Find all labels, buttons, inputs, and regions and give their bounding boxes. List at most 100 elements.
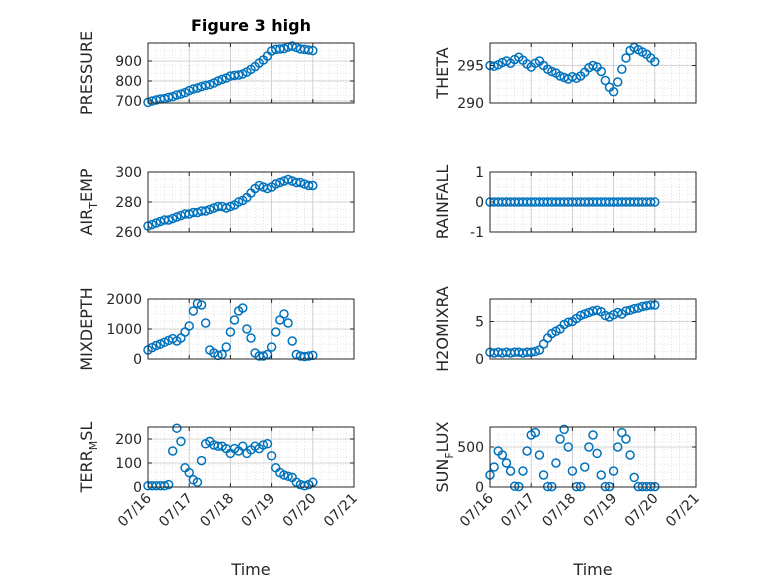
x-axis-label: Time — [572, 560, 612, 579]
data-point — [184, 85, 194, 96]
subplot-grid: 700 800 900 PRESSURE 290 295 THETA 260 280 300 AIR… — [77, 31, 703, 579]
data-point — [645, 300, 656, 310]
x-tick-label: 07/16 — [115, 490, 155, 530]
axes-frame — [489, 42, 697, 104]
subplot-1: 700 800 900 PRESSURE — [77, 31, 355, 115]
y-tick-label: 295 — [457, 59, 484, 75]
data-point — [262, 183, 273, 194]
data-point — [287, 336, 297, 346]
x-tick-label: 07/16 — [457, 490, 497, 530]
y-axis-label: THETA — [433, 47, 452, 99]
data-point — [551, 458, 561, 468]
data-point — [592, 305, 602, 315]
y-tick-label: 900 — [115, 54, 142, 70]
y-axis-label: SUNFLUX — [433, 421, 456, 492]
data-point — [505, 466, 516, 476]
subplot-4: -1 0 1 RAINFALL — [433, 165, 697, 241]
data-point — [534, 450, 545, 460]
data-point — [163, 215, 174, 225]
y-tick-label: 700 — [115, 94, 142, 110]
y-tick-label: 260 — [115, 225, 142, 241]
data-point — [258, 440, 269, 450]
data-point — [588, 430, 598, 440]
data-point — [522, 446, 532, 456]
data-point — [308, 180, 318, 191]
y-tick-label: 0 — [475, 195, 484, 211]
data-point — [200, 80, 211, 91]
y-tick-label: 2000 — [106, 292, 142, 308]
data-point — [258, 351, 269, 361]
y-tick-label: 200 — [115, 432, 142, 448]
x-tick-label: 07/20 — [622, 491, 662, 531]
data-point — [184, 467, 194, 478]
data-point — [200, 318, 211, 328]
data-point — [580, 309, 590, 319]
data-point — [575, 310, 586, 321]
data-point — [221, 203, 232, 213]
data-point — [650, 197, 660, 207]
data-point — [200, 206, 211, 216]
data-point — [580, 462, 590, 472]
data-point — [172, 90, 182, 100]
data-point — [151, 218, 161, 228]
data-point — [283, 318, 293, 328]
data-point — [176, 436, 186, 447]
y-tick-label: 290 — [457, 96, 484, 112]
x-tick-label: 07/19 — [239, 491, 279, 531]
data-point — [270, 327, 281, 337]
data-point — [584, 307, 594, 318]
data-point — [547, 66, 557, 77]
y-axis-label: RAINFALL — [433, 165, 452, 240]
data-point — [233, 70, 244, 80]
y-tick-label: 0 — [475, 480, 484, 496]
data-point — [629, 304, 639, 314]
data-point — [303, 45, 314, 55]
y-axis-label: AIRTEMP — [77, 168, 100, 235]
y-tick-label: 0 — [133, 480, 142, 496]
y-axis-label: TERRMSL — [77, 422, 100, 494]
x-tick-label: 07/17 — [156, 491, 196, 531]
data-point — [262, 439, 273, 449]
x-tick-label: 07/17 — [498, 491, 538, 531]
data-point — [279, 309, 289, 319]
y-tick-label: 0 — [133, 352, 142, 368]
data-point — [270, 179, 281, 189]
data-point — [221, 342, 232, 352]
data-point — [621, 306, 631, 316]
data-point — [592, 448, 602, 459]
x-tick-label: 07/21 — [663, 491, 703, 531]
data-point — [518, 466, 528, 476]
axes-frame — [147, 426, 355, 488]
data-point — [295, 177, 306, 188]
axes-frame — [147, 42, 355, 104]
data-point — [563, 317, 574, 327]
data-point — [196, 300, 207, 310]
x-tick-label: 07/18 — [539, 491, 579, 531]
data-point — [629, 472, 639, 483]
data-point — [501, 458, 512, 468]
subplot-7: 0 100 200 TERRMSL 07/16 07/17 07/18 07/19 07/20 0… — [77, 422, 361, 579]
data-point — [608, 466, 619, 476]
x-tick-label: 07/20 — [280, 491, 320, 531]
y-tick-label: 1 — [475, 165, 484, 181]
y-tick-label: 1000 — [106, 322, 142, 338]
subplot-2: 290 295 THETA — [433, 42, 697, 112]
data-point — [530, 427, 541, 438]
data-point — [633, 303, 644, 313]
data-point — [584, 442, 594, 452]
data-point — [266, 451, 277, 461]
data-point — [205, 79, 215, 90]
data-point — [608, 87, 619, 97]
data-point — [238, 303, 248, 313]
data-point — [205, 204, 215, 215]
data-point — [238, 441, 248, 451]
y-tick-label: 300 — [115, 165, 142, 181]
data-point — [621, 53, 631, 63]
data-point — [555, 71, 565, 81]
y-tick-label: 800 — [115, 74, 142, 90]
data-point — [188, 84, 199, 94]
data-point — [167, 91, 178, 102]
data-point — [213, 441, 223, 451]
x-tick-label: 07/18 — [197, 491, 237, 531]
